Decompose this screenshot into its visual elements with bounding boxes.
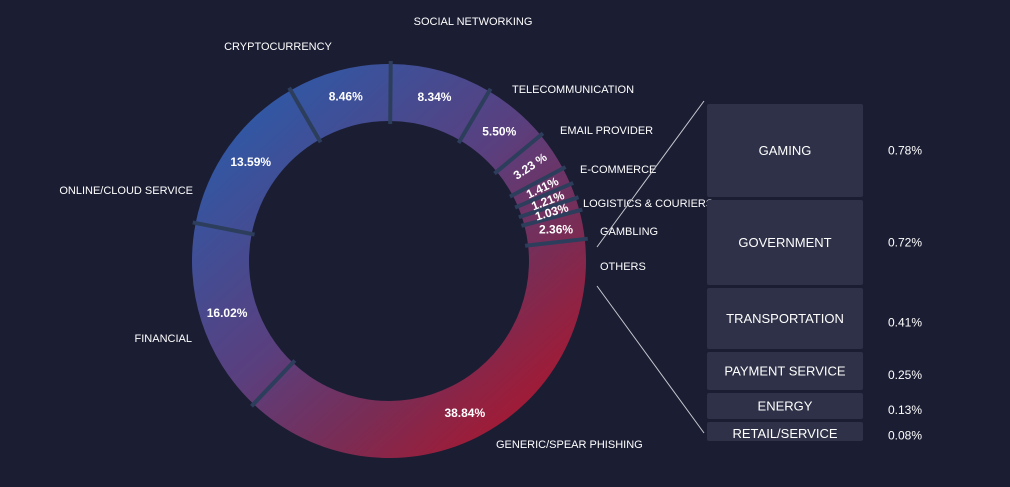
separator-cryptocurrency (287, 86, 323, 144)
separator-e-commerce (508, 165, 567, 199)
breakdown-pct-retail-service: 0.08% (888, 429, 922, 443)
breakdown-box-transportation (707, 288, 863, 349)
breakdown-box-gaming (707, 104, 863, 197)
category-label-logistics-couriers: LOGISTICS & COURIERS (583, 198, 713, 210)
breakdown-row-payment-service: PAYMENT SERVICE 0.25% (707, 352, 922, 390)
slice-logistics-couriers (517, 184, 576, 217)
breakdown-label-retail-service: RETAIL/SERVICE (733, 426, 838, 441)
slice-gambling (521, 198, 580, 226)
category-label-others: OTHERS (600, 261, 646, 273)
category-label-e-commerce: E-COMMERCE (580, 164, 656, 176)
separator-social-networking (388, 60, 393, 125)
separator-generic-spear-phishing (524, 236, 588, 248)
pct-label-online-cloud-service: 13.59% (230, 155, 271, 169)
slice-email-provider (496, 135, 563, 196)
category-label-generic-spear-phishing: GENERIC/SPEAR PHISHING (496, 439, 643, 451)
category-label-financial: FINANCIAL (135, 333, 192, 345)
separator-email-provider (493, 131, 545, 176)
pct-label-telecommunication: 5.50% (482, 125, 516, 139)
separator-logistics-couriers (514, 181, 574, 210)
breakdown-pct-gaming: 0.78% (888, 144, 922, 158)
connector-line-top (596, 100, 705, 248)
breakdown-row-government: GOVERNMENT 0.72% (707, 200, 922, 285)
slice-category-labels: SOCIAL NETWORKING TELECOMMUNICATION EMAIL … (59, 16, 713, 451)
others-breakdown-panel: GAMING 0.78% GOVERNMENT 0.72% TRANSPORTATION… (707, 104, 922, 443)
category-label-cryptocurrency: CRYPTOCURRENCY (224, 41, 332, 53)
slice-e-commerce (512, 168, 571, 207)
breakdown-pct-government: 0.72% (888, 236, 922, 250)
connector-line-bottom (596, 285, 705, 434)
separator-others (520, 207, 583, 228)
slice-online-cloud-service (195, 90, 320, 235)
breakdown-label-transportation: TRANSPORTATION (726, 311, 844, 326)
breakdown-label-payment-service: PAYMENT SERVICE (724, 364, 845, 379)
category-label-online-cloud-service: ONLINE/CLOUD SERVICE (59, 185, 193, 197)
separator-financial (250, 359, 297, 408)
breakdown-box-retail-service (707, 422, 863, 441)
slice-generic-spear-phishing (253, 239, 587, 459)
slice-others (524, 210, 585, 246)
pct-label-financial: 16.02% (207, 306, 248, 320)
breakdown-row-transportation: TRANSPORTATION 0.41% (707, 288, 922, 349)
category-label-email-provider: EMAIL PROVIDER (560, 125, 653, 137)
breakdown-label-gaming: GAMING (759, 143, 812, 158)
breakdown-pct-energy: 0.13% (888, 403, 922, 417)
breakdown-box-energy (707, 393, 863, 419)
breakdown-row-retail-service: RETAIL/SERVICE 0.08% (707, 422, 922, 443)
breakdown-box-payment-service (707, 352, 863, 390)
breakdown-label-energy: ENERGY (758, 399, 813, 414)
breakdown-box-government (707, 200, 863, 285)
breakdown-row-gaming: GAMING 0.78% (707, 104, 922, 197)
donut-slices (191, 64, 587, 459)
category-label-social-networking: SOCIAL NETWORKING (414, 16, 533, 28)
separator-online-cloud-service (192, 220, 255, 237)
breakdown-row-energy: ENERGY 0.13% (707, 393, 922, 419)
slice-social-networking (390, 64, 490, 141)
breakdown-pct-transportation: 0.41% (888, 316, 922, 330)
breakdown-pct-payment-service: 0.25% (888, 368, 922, 382)
breakdown-label-government: GOVERNMENT (738, 235, 831, 250)
separator-telecommunication (456, 87, 493, 145)
slice-separators (192, 60, 588, 408)
pct-label-others: 2.36% (539, 223, 573, 237)
category-label-telecommunication: TELECOMMUNICATION (512, 84, 634, 96)
category-label-gambling: GAMBLING (600, 226, 658, 238)
slice-financial (191, 223, 293, 405)
pct-label-cryptocurrency: 8.46% (329, 90, 363, 104)
others-connector-lines (596, 100, 705, 434)
separator-gambling (518, 195, 580, 220)
pct-label-generic-spear-phishing: 38.84% (444, 406, 485, 420)
slice-cryptocurrency (290, 64, 391, 140)
pct-label-social-networking: 8.34% (417, 90, 451, 104)
